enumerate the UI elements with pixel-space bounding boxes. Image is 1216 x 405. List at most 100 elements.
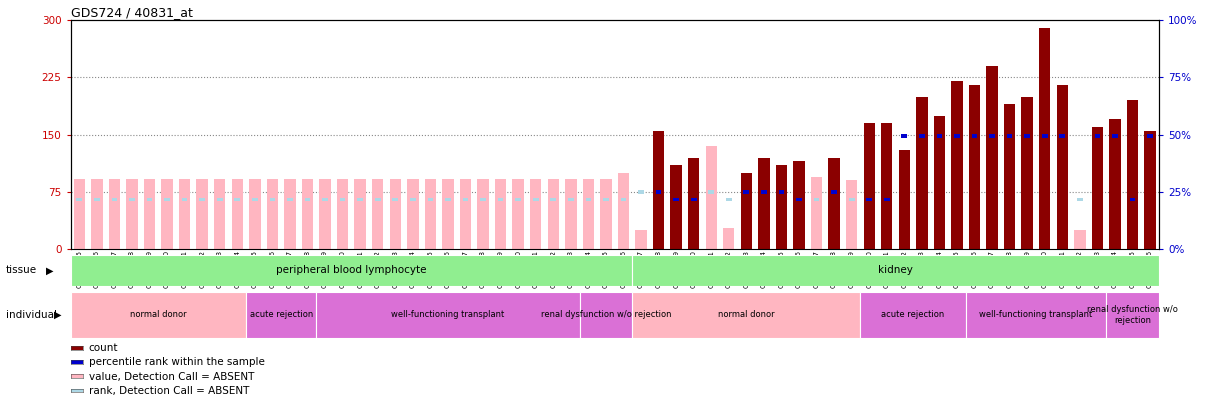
Bar (252, 198, 258, 201)
Bar (882, 123, 893, 249)
Bar (1024, 134, 1030, 138)
Bar (582, 179, 595, 249)
Bar (445, 198, 451, 201)
Bar (246, 292, 316, 338)
Bar (951, 81, 963, 249)
Bar (919, 134, 924, 138)
Bar (285, 179, 295, 249)
Bar (955, 134, 959, 138)
Bar (688, 158, 699, 249)
Bar (516, 198, 520, 201)
Bar (214, 179, 225, 249)
Bar (814, 198, 820, 201)
Bar (724, 228, 734, 249)
Bar (655, 190, 662, 194)
Bar (1107, 292, 1159, 338)
Bar (759, 158, 770, 249)
Bar (620, 198, 626, 201)
Bar (235, 198, 240, 201)
Bar (741, 173, 751, 249)
Bar (811, 177, 822, 249)
Bar (339, 198, 345, 201)
Bar (316, 292, 580, 338)
Bar (743, 190, 749, 194)
Bar (796, 198, 801, 201)
Bar (828, 158, 840, 249)
Bar (197, 179, 208, 249)
Bar (618, 173, 629, 249)
Bar (302, 179, 314, 249)
Bar (181, 198, 187, 201)
Bar (108, 179, 120, 249)
Bar (1077, 198, 1082, 201)
Bar (460, 179, 471, 249)
Bar (568, 198, 574, 201)
Bar (443, 179, 454, 249)
Bar (709, 190, 714, 194)
Text: acute rejection: acute rejection (882, 310, 945, 320)
Bar (653, 131, 664, 249)
Bar (966, 292, 1107, 338)
Bar (778, 190, 784, 194)
Bar (1007, 134, 1013, 138)
Text: well-functioning transplant: well-functioning transplant (979, 310, 1093, 320)
Bar (375, 198, 381, 201)
Bar (638, 190, 643, 194)
Bar (776, 165, 787, 249)
Bar (1038, 28, 1051, 249)
Bar (884, 198, 890, 201)
Bar (1144, 131, 1155, 249)
Bar (601, 179, 612, 249)
Bar (354, 179, 366, 249)
Bar (861, 292, 966, 338)
Bar (266, 179, 278, 249)
Text: acute rejection: acute rejection (249, 310, 313, 320)
Bar (1042, 134, 1048, 138)
Bar (863, 123, 876, 249)
Bar (94, 198, 100, 201)
Bar (495, 179, 506, 249)
Bar (901, 134, 907, 138)
Text: ▶: ▶ (54, 310, 61, 320)
Bar (547, 179, 559, 249)
Bar (71, 255, 632, 286)
Bar (1094, 134, 1100, 138)
Bar (551, 198, 556, 201)
Bar (231, 179, 243, 249)
Text: individual: individual (6, 310, 57, 320)
Bar (990, 134, 995, 138)
Bar (91, 179, 102, 249)
Bar (358, 198, 364, 201)
Bar (129, 198, 135, 201)
Bar (407, 179, 418, 249)
Bar (1092, 127, 1103, 249)
Bar (726, 198, 732, 201)
Text: value, Detection Call = ABSENT: value, Detection Call = ABSENT (89, 372, 254, 382)
Bar (424, 179, 437, 249)
Bar (899, 150, 910, 249)
Bar (372, 179, 383, 249)
Bar (410, 198, 416, 201)
Bar (866, 198, 872, 201)
Bar (270, 198, 275, 201)
Bar (71, 292, 246, 338)
Bar (936, 134, 942, 138)
Bar (635, 230, 647, 249)
Text: percentile rank within the sample: percentile rank within the sample (89, 358, 265, 367)
Text: renal dysfunction w/o
rejection: renal dysfunction w/o rejection (1087, 305, 1178, 324)
Bar (972, 134, 978, 138)
Bar (1021, 96, 1032, 249)
Bar (1057, 85, 1068, 249)
Bar (287, 198, 293, 201)
Bar (249, 179, 260, 249)
Bar (497, 198, 503, 201)
Bar (580, 292, 632, 338)
Bar (916, 96, 928, 249)
Bar (1074, 230, 1086, 249)
Text: ▶: ▶ (46, 265, 54, 275)
Bar (164, 198, 170, 201)
Bar (533, 198, 539, 201)
Bar (389, 179, 401, 249)
Text: kidney: kidney (878, 265, 913, 275)
Text: rank, Detection Call = ABSENT: rank, Detection Call = ABSENT (89, 386, 249, 396)
